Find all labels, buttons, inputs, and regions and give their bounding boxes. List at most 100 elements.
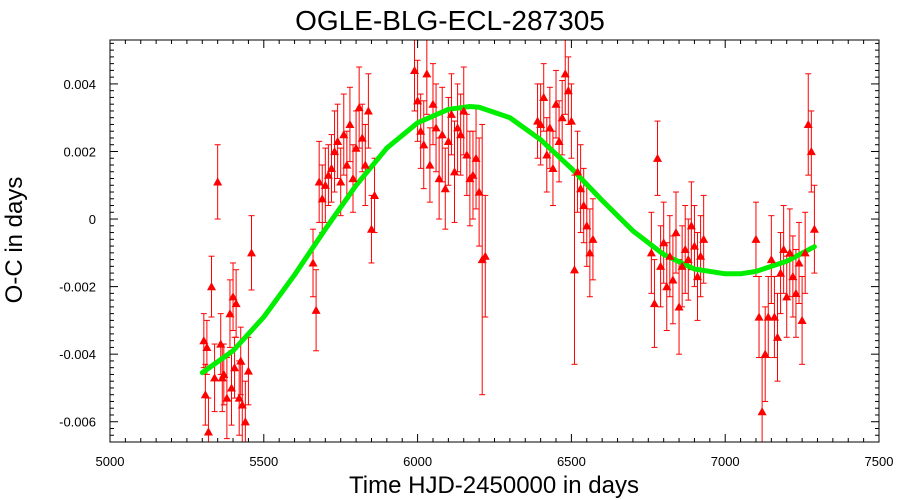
data-point bbox=[772, 332, 782, 341]
data-point bbox=[219, 369, 229, 379]
data-point bbox=[237, 400, 247, 409]
data-point bbox=[231, 298, 241, 308]
x-tick-label: 7500 bbox=[865, 454, 894, 469]
data-point bbox=[437, 130, 447, 139]
data-point bbox=[419, 140, 429, 149]
data-point bbox=[202, 342, 212, 352]
data-point bbox=[806, 146, 816, 156]
data-point bbox=[360, 160, 370, 169]
data-point bbox=[573, 167, 583, 176]
data-point bbox=[308, 258, 318, 267]
data-point bbox=[693, 271, 703, 281]
data-point bbox=[539, 92, 549, 102]
data-point bbox=[674, 302, 684, 311]
data-point bbox=[763, 312, 773, 321]
data-point bbox=[468, 170, 478, 179]
data-point bbox=[440, 184, 450, 193]
data-point bbox=[754, 312, 764, 321]
data-point bbox=[791, 288, 801, 297]
data-point bbox=[699, 234, 709, 243]
data-point bbox=[370, 190, 380, 199]
data-point bbox=[560, 69, 570, 78]
plot-frame bbox=[109, 39, 880, 443]
data-point bbox=[330, 146, 340, 156]
data-point bbox=[431, 123, 441, 132]
x-axis-label: Time HJD-2450000 in days bbox=[349, 472, 639, 499]
data-point bbox=[566, 116, 576, 125]
data-point bbox=[456, 130, 466, 139]
data-point bbox=[240, 417, 250, 426]
data-point bbox=[428, 99, 438, 108]
data-point bbox=[320, 180, 330, 189]
data-point bbox=[649, 298, 659, 308]
data-point bbox=[760, 349, 770, 358]
data-point bbox=[803, 119, 813, 129]
data-point bbox=[686, 221, 696, 230]
data-point bbox=[339, 130, 349, 139]
data-point bbox=[363, 106, 373, 115]
data-point bbox=[416, 126, 426, 135]
data-point bbox=[336, 177, 346, 186]
data-point bbox=[751, 234, 761, 243]
x-tick-label: 6500 bbox=[557, 454, 586, 469]
y-tick-label: -0.002 bbox=[59, 280, 96, 295]
data-point bbox=[222, 393, 232, 402]
data-point bbox=[480, 251, 490, 260]
data-point bbox=[548, 163, 558, 172]
y-tick-label: 0 bbox=[89, 212, 96, 227]
data-point bbox=[213, 177, 223, 186]
data-point bbox=[542, 150, 552, 159]
data-point bbox=[234, 393, 244, 402]
data-point bbox=[757, 407, 767, 416]
data-point bbox=[788, 271, 798, 281]
data-point bbox=[662, 282, 672, 291]
data-point bbox=[446, 109, 456, 118]
data-point bbox=[203, 427, 213, 436]
data-point bbox=[545, 123, 555, 132]
data-point bbox=[474, 187, 484, 196]
data-point bbox=[225, 309, 235, 318]
y-axis-label: O-C in days bbox=[1, 177, 28, 304]
data-point bbox=[227, 383, 237, 392]
data-point bbox=[557, 113, 567, 122]
data-point bbox=[668, 275, 678, 284]
data-point bbox=[554, 136, 564, 145]
data-point bbox=[536, 119, 546, 129]
data-point bbox=[800, 248, 810, 257]
data-point bbox=[207, 282, 217, 291]
data-point bbox=[680, 244, 690, 254]
x-tick-label: 5000 bbox=[96, 454, 125, 469]
data-point bbox=[671, 228, 681, 237]
y-tick-label: -0.004 bbox=[59, 347, 96, 362]
data-point bbox=[230, 363, 240, 372]
data-point bbox=[551, 99, 561, 108]
data-point bbox=[413, 96, 423, 105]
data-point bbox=[809, 224, 819, 233]
data-point bbox=[588, 234, 598, 243]
data-point bbox=[683, 255, 693, 264]
data-point bbox=[471, 153, 481, 162]
data-point bbox=[689, 241, 699, 250]
data-point bbox=[410, 65, 420, 75]
fit-curve bbox=[199, 104, 817, 376]
data-point bbox=[659, 238, 669, 247]
data-point bbox=[342, 160, 352, 169]
data-point bbox=[210, 373, 220, 382]
data-point bbox=[769, 312, 779, 321]
data-point bbox=[782, 292, 792, 301]
data-point bbox=[434, 174, 444, 183]
data-point bbox=[794, 258, 804, 267]
data-point bbox=[354, 103, 364, 112]
data-point bbox=[653, 153, 663, 162]
ticks-layer: 5000 5500 6000 6500 7000 7500 -0.006 -0.004 -0.0… bbox=[59, 40, 893, 469]
x-tick-label: 6000 bbox=[403, 454, 432, 469]
data-point bbox=[585, 248, 595, 257]
data-point bbox=[228, 292, 238, 301]
data-point bbox=[216, 339, 226, 348]
data-point bbox=[646, 248, 656, 257]
data-point bbox=[776, 268, 786, 277]
data-point bbox=[677, 261, 687, 270]
data-point bbox=[656, 261, 666, 270]
